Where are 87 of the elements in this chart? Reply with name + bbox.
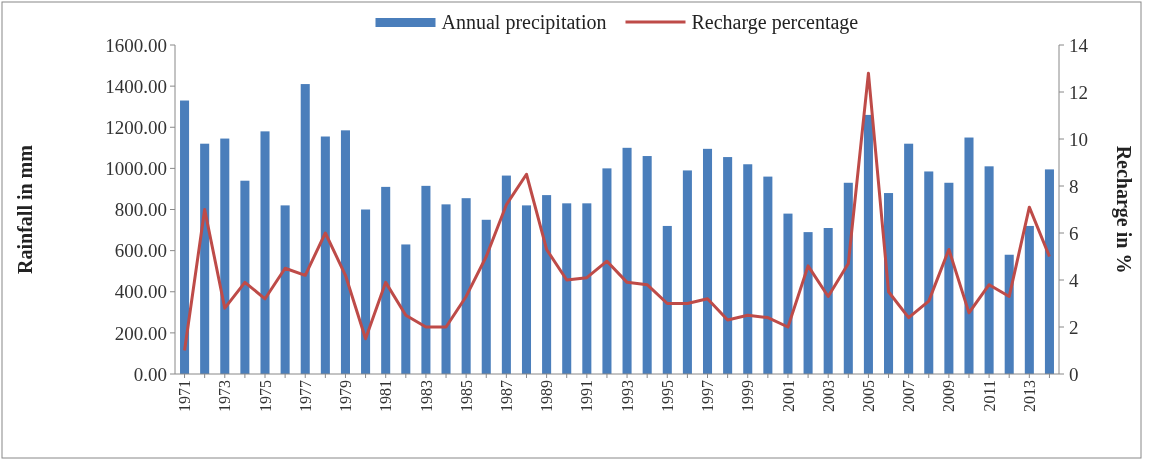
bar <box>763 176 773 374</box>
x-tick-label: 1989 <box>538 380 556 412</box>
bar <box>863 114 873 374</box>
x-tick-label: 2011 <box>980 380 998 412</box>
line-series <box>183 71 1051 352</box>
y-axis-title: Rainfall in mm <box>14 144 36 274</box>
bar <box>582 203 592 374</box>
legend-label: Recharge percentage <box>691 11 859 34</box>
x-tick-label: 2003 <box>819 380 837 412</box>
bar <box>944 182 954 374</box>
bar <box>180 100 190 374</box>
bar <box>783 213 793 374</box>
x-tick-label: 1983 <box>417 380 435 412</box>
x-tick-label: 1985 <box>457 380 475 412</box>
x-tick-label: 1977 <box>296 380 314 412</box>
x-tick-label: 1971 <box>176 380 194 412</box>
bar <box>441 204 451 374</box>
bar <box>984 166 994 374</box>
bar <box>220 138 230 374</box>
bar <box>602 168 612 374</box>
bar <box>461 198 471 374</box>
y2-tick-label: 10 <box>1069 128 1088 150</box>
bar <box>1004 254 1014 374</box>
bar <box>521 205 532 374</box>
bar <box>642 156 652 374</box>
bar <box>1024 225 1034 374</box>
y-tick-label: 800.00 <box>114 199 167 221</box>
y-tick-label: 400.00 <box>114 281 167 303</box>
bar <box>421 185 431 374</box>
y-tick-label: 1400.00 <box>105 75 167 97</box>
bar <box>803 232 813 374</box>
bar <box>1044 169 1054 374</box>
x-tick-label: 2001 <box>779 380 797 412</box>
bar <box>320 136 330 374</box>
bar <box>240 180 250 374</box>
bar <box>361 209 371 374</box>
bar <box>481 219 491 374</box>
x-tick-label: 2005 <box>860 380 878 412</box>
y-tick-label: 1200.00 <box>105 116 167 138</box>
bar <box>964 137 974 374</box>
bar <box>823 228 833 374</box>
y2-tick-label: 4 <box>1069 269 1079 291</box>
bar <box>501 175 511 374</box>
x-tick-label: 1979 <box>337 380 355 412</box>
bar <box>743 164 753 374</box>
bar <box>662 225 672 374</box>
x-tick-label: 1997 <box>699 380 717 412</box>
y-tick-label: 0.00 <box>133 363 167 385</box>
bar <box>381 186 391 374</box>
bar <box>723 157 733 374</box>
bar <box>401 244 411 374</box>
y-tick-label: 1000.00 <box>105 158 167 180</box>
bar <box>200 143 210 374</box>
y2-tick-label: 14 <box>1069 34 1089 56</box>
y-tick-label: 200.00 <box>114 322 167 344</box>
y2-tick-label: 8 <box>1069 175 1079 197</box>
x-tick-label: 1987 <box>497 380 515 412</box>
bar <box>924 171 934 374</box>
bar <box>904 143 914 374</box>
x-tick-label: 2009 <box>940 380 958 412</box>
y-tick-label: 1600.00 <box>105 34 167 56</box>
bar <box>622 147 632 374</box>
x-tick-label: 1975 <box>256 380 274 412</box>
bar <box>280 205 290 374</box>
x-tick-label: 1995 <box>658 380 676 412</box>
x-tick-label: 2007 <box>900 380 918 412</box>
bar <box>843 182 853 374</box>
bar <box>260 131 270 374</box>
bar <box>340 130 350 374</box>
x-tick-label: 1991 <box>578 380 596 412</box>
x-tick-label: 1981 <box>377 380 395 412</box>
y2-tick-label: 12 <box>1069 81 1088 103</box>
x-tick-label: 1999 <box>739 380 757 412</box>
bar <box>702 148 713 374</box>
y-tick-label: 600.00 <box>114 240 167 262</box>
bar <box>562 203 572 374</box>
y2-tick-label: 0 <box>1069 363 1079 385</box>
x-tick-label: 2013 <box>1020 380 1038 412</box>
y2-axis-title: Recharge in % <box>1112 145 1135 274</box>
x-tick-label: 1973 <box>216 380 234 412</box>
x-tick-label: 1993 <box>618 380 636 412</box>
legend-label: Annual precipitation <box>441 11 607 34</box>
y2-tick-label: 6 <box>1069 222 1079 244</box>
bar <box>682 170 692 374</box>
bar <box>542 195 552 374</box>
bar <box>300 84 310 374</box>
y2-tick-label: 2 <box>1069 316 1079 338</box>
